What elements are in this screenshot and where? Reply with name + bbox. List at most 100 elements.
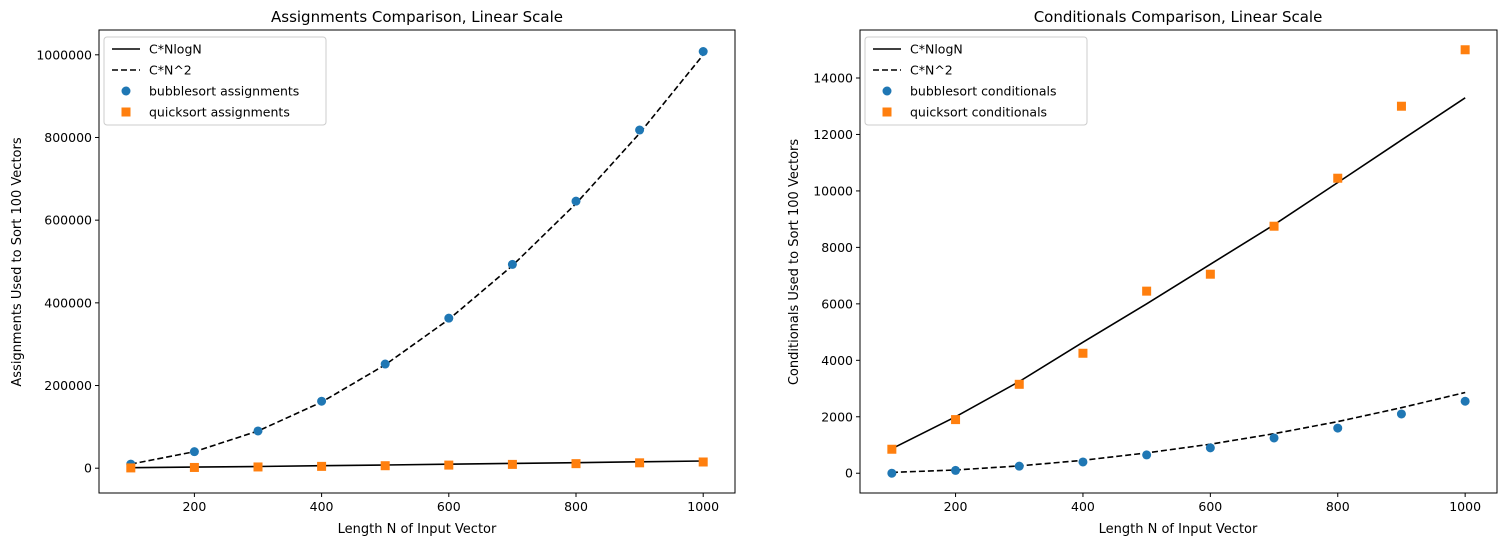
legend-label: quicksort assignments xyxy=(149,105,290,120)
x-tick-label: 800 xyxy=(1326,499,1350,514)
x-tick-label: 400 xyxy=(1071,499,1095,514)
x-tick-label: 1000 xyxy=(1449,499,1481,514)
legend-label: bubblesort conditionals xyxy=(910,84,1057,99)
legend-item-bubblesort-assignments: bubblesort assignments xyxy=(121,84,299,99)
legend-label: C*NlogN xyxy=(149,42,202,57)
series-c-nlogn xyxy=(891,97,1466,450)
series-quicksort-assignments xyxy=(126,457,708,473)
legend-item-c-nlogn: C*NlogN xyxy=(112,42,202,57)
data-point xyxy=(1078,348,1088,358)
legend-item-c-n-2: C*N^2 xyxy=(873,63,953,78)
data-point xyxy=(635,458,645,468)
legend-box xyxy=(103,36,327,126)
series-line xyxy=(891,391,1466,474)
data-point xyxy=(444,313,454,323)
data-point xyxy=(253,426,263,436)
data-point xyxy=(635,125,645,135)
x-tick-label: 800 xyxy=(564,499,588,514)
chart-title: Conditionals Comparison, Linear Scale xyxy=(1034,8,1323,26)
x-tick-label: 200 xyxy=(944,499,968,514)
data-point xyxy=(951,415,961,425)
data-point xyxy=(1269,221,1279,231)
data-point xyxy=(189,462,199,472)
y-tick-label: 14000 xyxy=(813,70,853,85)
data-point xyxy=(1014,379,1024,389)
y-tick-label: 10000 xyxy=(813,183,853,198)
data-point xyxy=(571,459,581,469)
data-point xyxy=(1396,409,1406,419)
data-point xyxy=(380,461,390,471)
series-line xyxy=(130,460,704,469)
x-tick-label: 1000 xyxy=(687,499,719,514)
legend-item-c-n-2: C*N^2 xyxy=(112,63,192,78)
plot-area xyxy=(887,45,1470,478)
series-c-n-2 xyxy=(891,391,1466,474)
y-tick-label: 0 xyxy=(845,466,853,481)
x-tick-label: 400 xyxy=(310,499,334,514)
axis-ticks: 200 400 600 800 1000020004000600080001000012… xyxy=(813,29,1498,514)
assignments-chart: Assignments Comparison, Linear Scale Len… xyxy=(10,8,736,537)
legend-item-quicksort-assignments: quicksort assignments xyxy=(121,105,290,120)
legend-label: quicksort conditionals xyxy=(910,105,1047,120)
legend-item-c-nlogn: C*NlogN xyxy=(873,42,963,57)
y-tick-label: 400000 xyxy=(44,295,92,310)
data-point xyxy=(1014,461,1024,471)
data-point xyxy=(1396,101,1406,111)
y-tick-label: 2000 xyxy=(821,409,853,424)
data-point xyxy=(317,461,327,471)
data-point xyxy=(380,359,390,369)
series-bubblesort-conditionals xyxy=(887,396,1470,478)
data-point xyxy=(189,447,199,457)
y-tick-label: 200000 xyxy=(44,378,92,393)
data-point xyxy=(1333,173,1343,183)
data-point xyxy=(887,444,897,454)
legend-item-bubblesort-conditionals: bubblesort conditionals xyxy=(882,84,1057,99)
series-line xyxy=(130,54,704,465)
series-c-n-2 xyxy=(130,54,704,465)
y-tick-label: 8000 xyxy=(821,240,853,255)
data-point xyxy=(1078,457,1088,467)
legend-item-quicksort-conditionals: quicksort conditionals xyxy=(882,105,1047,120)
data-point xyxy=(507,459,517,469)
data-point xyxy=(444,460,454,470)
y-tick-label: 12000 xyxy=(813,127,853,142)
x-tick-label: 600 xyxy=(437,499,461,514)
data-point xyxy=(887,468,897,478)
y-tick-label: 6000 xyxy=(821,296,853,311)
y-tick-label: 800000 xyxy=(44,130,92,145)
data-point xyxy=(126,463,136,473)
series-quicksort-conditionals xyxy=(887,45,1470,454)
legend-marker-swatch xyxy=(121,107,131,117)
legend-marker-swatch xyxy=(121,86,131,96)
y-axis-label: Conditionals Used to Sort 100 Vectors xyxy=(787,139,802,386)
y-axis-label: Assignments Used to Sort 100 Vectors xyxy=(10,137,25,386)
legend-box xyxy=(864,36,1088,126)
legend-marker-swatch xyxy=(882,86,892,96)
conditionals-chart: Conditionals Comparison, Linear Scale Le… xyxy=(787,8,1498,537)
data-point xyxy=(951,465,961,475)
data-point xyxy=(1205,443,1215,453)
series-line xyxy=(891,97,1466,450)
x-tick-label: 600 xyxy=(1198,499,1222,514)
data-point xyxy=(1205,269,1215,279)
y-tick-label: 0 xyxy=(84,461,92,476)
data-point xyxy=(1142,286,1152,296)
data-point xyxy=(1333,423,1343,433)
series-c-nlogn xyxy=(130,460,704,469)
y-tick-label: 600000 xyxy=(44,213,92,228)
legend-label: bubblesort assignments xyxy=(149,84,299,99)
legend-label: C*N^2 xyxy=(910,63,953,78)
axes-frame xyxy=(859,29,1498,494)
axes-frame xyxy=(98,29,736,494)
data-point xyxy=(317,396,327,406)
data-point xyxy=(1269,433,1279,443)
legend: C*NlogN C*N^2 bubblesort conditionals quick… xyxy=(864,36,1088,126)
x-axis-label: Length N of Input Vector xyxy=(1099,522,1258,537)
x-axis-label: Length N of Input Vector xyxy=(338,522,497,537)
data-point xyxy=(507,259,517,269)
y-tick-label: 4000 xyxy=(821,353,853,368)
data-point xyxy=(253,462,263,472)
plot-area xyxy=(126,46,708,473)
series-bubblesort-assignments xyxy=(126,46,708,469)
